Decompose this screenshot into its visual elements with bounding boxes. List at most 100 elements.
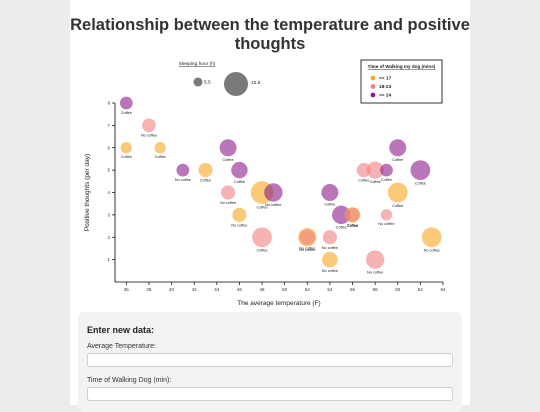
data-point-label: Coffee bbox=[234, 180, 245, 184]
data-point-label: Coffee bbox=[256, 249, 267, 253]
data-point bbox=[380, 209, 393, 221]
y-tick-label: 6 bbox=[107, 145, 110, 150]
color-legend-swatch bbox=[370, 84, 376, 89]
data-point bbox=[356, 163, 371, 178]
data-point bbox=[421, 227, 442, 248]
data-point-label: Coffee bbox=[256, 205, 267, 209]
temperature-input[interactable] bbox=[87, 353, 453, 367]
x-tick-label: 48 bbox=[260, 287, 266, 292]
data-point bbox=[232, 207, 247, 222]
data-point-label: No coffee bbox=[231, 223, 247, 227]
y-tick-label: 8 bbox=[107, 101, 110, 106]
chart-card: Relationship between the temperature and… bbox=[70, 0, 470, 412]
data-point-label: No coffee bbox=[367, 270, 383, 274]
x-tick-label: 58 bbox=[373, 287, 379, 292]
data-point bbox=[322, 251, 338, 268]
x-tick-label: 52 bbox=[305, 287, 311, 292]
data-point bbox=[321, 184, 339, 201]
y-tick-label: 7 bbox=[107, 123, 110, 128]
x-tick-label: 36 bbox=[124, 287, 130, 292]
data-point-label: Coffee bbox=[381, 178, 392, 182]
data-point-label: Coffee bbox=[121, 111, 132, 115]
data-point bbox=[219, 139, 237, 157]
y-tick-label: 4 bbox=[107, 190, 110, 195]
color-legend-swatch bbox=[370, 75, 376, 81]
data-point-label: No coffee bbox=[175, 178, 191, 182]
color-legend-label: <= 17 bbox=[379, 76, 392, 82]
data-point-label: Coffee bbox=[392, 204, 403, 208]
data-point-label: No coffee bbox=[265, 203, 281, 207]
data-point-label: Coffee bbox=[415, 182, 426, 186]
size-legend-title: Sleeping hour (h) bbox=[179, 61, 216, 67]
color-legend-label: 18-23 bbox=[379, 84, 392, 90]
data-point bbox=[332, 205, 351, 225]
data-point bbox=[380, 163, 393, 177]
data-point bbox=[176, 163, 190, 177]
data-point bbox=[142, 118, 156, 133]
data-point bbox=[387, 182, 408, 203]
x-tick-label: 64 bbox=[440, 287, 446, 292]
data-point bbox=[345, 207, 360, 222]
data-point bbox=[231, 161, 248, 179]
data-point bbox=[221, 185, 236, 200]
size-legend-large-circle bbox=[224, 72, 248, 96]
x-tick-label: 46 bbox=[237, 287, 243, 292]
data-point-label: No coffee bbox=[299, 248, 315, 252]
data-point-label: Coffee bbox=[370, 180, 381, 184]
x-tick-label: 38 bbox=[146, 287, 152, 292]
data-point bbox=[154, 142, 166, 154]
y-tick-label: 1 bbox=[107, 257, 110, 262]
x-axis-title: The average temperature (F) bbox=[237, 300, 320, 307]
data-point-label: No coffee bbox=[220, 201, 236, 205]
data-point bbox=[410, 160, 431, 181]
x-tick-label: 60 bbox=[395, 287, 401, 292]
data-point bbox=[119, 96, 133, 110]
data-point bbox=[299, 229, 316, 246]
data-point-label: Coffee bbox=[200, 179, 211, 183]
y-tick-label: 3 bbox=[107, 212, 110, 217]
data-point bbox=[389, 139, 407, 157]
data-point-label: No coffee bbox=[141, 134, 157, 138]
x-tick-label: 44 bbox=[214, 287, 220, 292]
data-point-label: Coffee bbox=[392, 158, 403, 162]
data-point bbox=[120, 142, 133, 154]
data-point-label: Coffee bbox=[347, 223, 358, 227]
new-data-form: Enter new data: Average Temperature: Tim… bbox=[78, 312, 462, 412]
x-tick-label: 42 bbox=[192, 287, 198, 292]
data-point bbox=[322, 230, 337, 245]
data-point-label: Coffee bbox=[155, 155, 166, 159]
data-point-label: No coffee bbox=[299, 247, 315, 251]
color-legend-title: Time of Walking my dog (mins) bbox=[368, 64, 436, 69]
scatter-chart: 36 38 40 42 44 46 48 50 52 54 56 58 60 62 6412345678Th… bbox=[84, 59, 446, 307]
y-axis-title: Positive thoughts (per day) bbox=[84, 154, 91, 231]
x-tick-label: 62 bbox=[418, 287, 424, 292]
size-legend-large-label: 10.5 bbox=[251, 80, 261, 86]
data-point-label: Coffee bbox=[358, 179, 369, 183]
x-tick-label: 54 bbox=[327, 287, 333, 292]
color-legend-label: >= 24 bbox=[379, 93, 392, 99]
data-point-label: Coffee bbox=[223, 158, 234, 162]
form-title: Enter new data: bbox=[87, 325, 155, 335]
color-legend-swatch bbox=[370, 92, 376, 98]
walking-time-label: Time of Walking Dog (min): bbox=[87, 377, 172, 384]
data-point-label: No coffee bbox=[322, 269, 338, 273]
y-tick-label: 2 bbox=[107, 235, 110, 240]
y-tick-label: 5 bbox=[107, 168, 110, 173]
data-point-label: No coffee bbox=[424, 249, 440, 253]
data-point-label: Coffee bbox=[121, 155, 132, 159]
data-point-label: Coffee bbox=[347, 224, 358, 228]
x-tick-label: 50 bbox=[282, 287, 288, 292]
data-point-label: No coffee bbox=[378, 222, 394, 226]
temperature-label: Average Temperature: bbox=[87, 343, 157, 350]
data-point-label: Coffee bbox=[324, 203, 335, 207]
data-point bbox=[365, 250, 385, 269]
chart-title: Relationship between the temperature and… bbox=[70, 16, 470, 53]
walking-time-input[interactable] bbox=[87, 387, 453, 401]
x-tick-label: 40 bbox=[169, 287, 175, 292]
data-point bbox=[366, 161, 384, 179]
size-legend-small-label: 5.5 bbox=[204, 80, 211, 86]
data-point-label: Coffee bbox=[336, 226, 347, 230]
data-point-label: No coffee bbox=[322, 246, 338, 250]
x-tick-label: 56 bbox=[350, 287, 356, 292]
data-point bbox=[198, 163, 213, 178]
